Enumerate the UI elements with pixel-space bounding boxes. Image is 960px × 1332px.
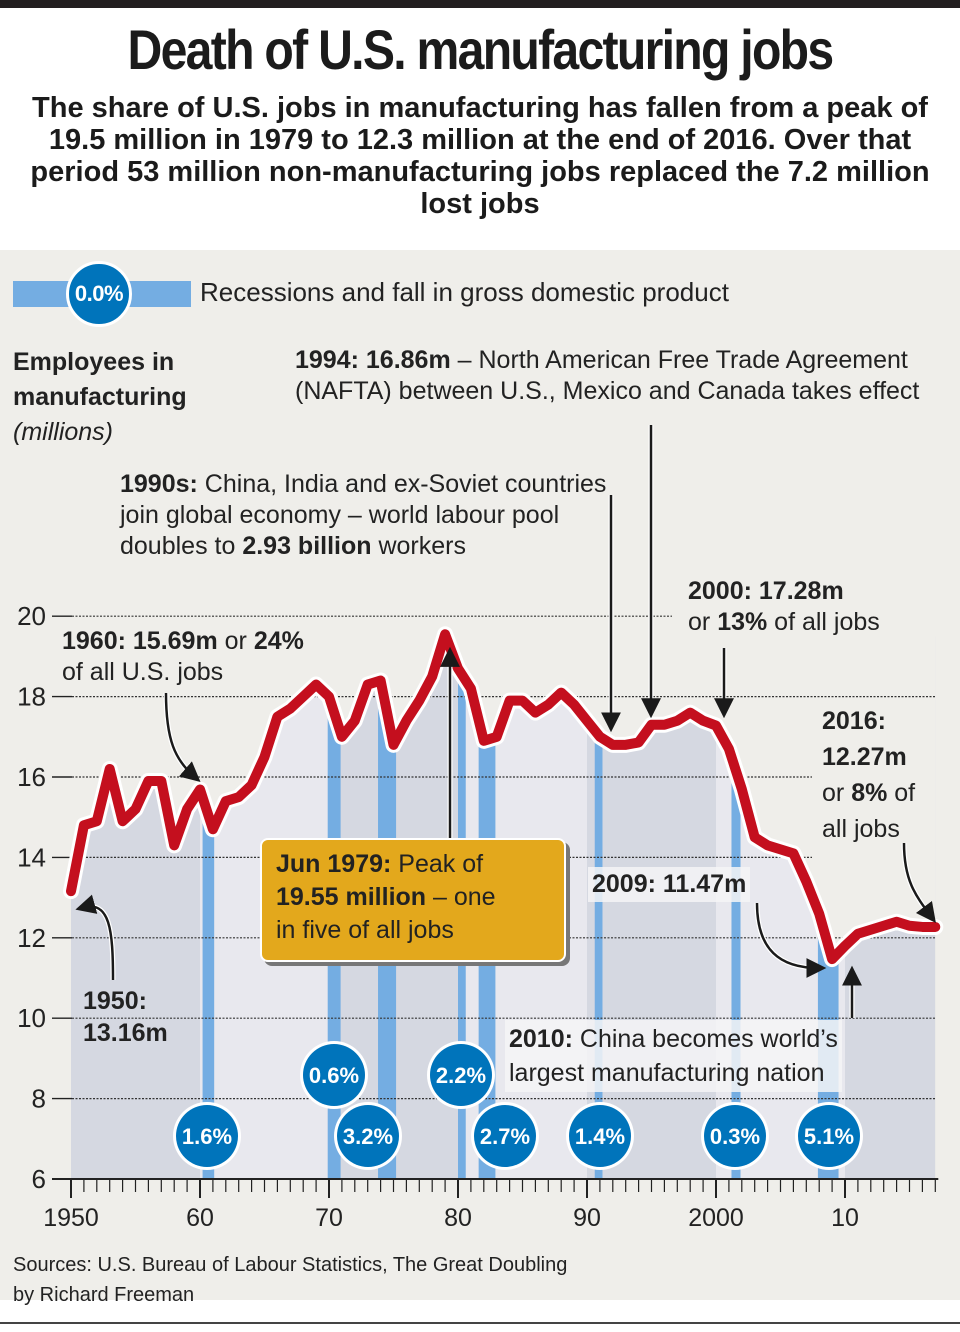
x-tick-label: 10 xyxy=(831,1204,859,1232)
y-tick-label: 8 xyxy=(32,1084,46,1114)
series-line xyxy=(66,629,941,965)
annotation-1950-bold1: 1950: xyxy=(83,987,147,1015)
y-axis-title-line1: Employees in xyxy=(13,348,175,376)
annotation-1990s-bold: 1990s: xyxy=(120,470,198,498)
peak-callout-bold2: 19.55 million xyxy=(276,883,427,911)
arrow-2016 xyxy=(902,842,936,923)
source-line-2: by Richard Freeman xyxy=(13,1284,195,1306)
source-note: Sources: U.S. Bureau of Labour Statistic… xyxy=(13,1250,567,1310)
annotation-2000-or: or xyxy=(688,608,718,636)
annotation-1990s-text2: workers xyxy=(371,532,466,560)
annotation-2016-text2: all jobs xyxy=(822,815,900,843)
x-tick-label: 2000 xyxy=(688,1204,744,1232)
arrow-2009 xyxy=(755,902,827,978)
y-axis-unit: (millions) xyxy=(13,418,113,446)
annotation-2009: 2009: 11.47m xyxy=(588,867,751,902)
y-tick-label: 6 xyxy=(32,1164,46,1194)
y-axis-title: Employees in manufacturing (millions) xyxy=(13,345,187,450)
gdp-badge-label: 0.6% xyxy=(309,1063,359,1088)
peak-callout: Jun 1979: Peak of 19.55 million – one in… xyxy=(260,838,566,962)
left-margin xyxy=(0,606,71,1179)
y-axis-title-line2: manufacturing xyxy=(13,383,187,411)
annotation-1960-bold: 1960: 15.69m xyxy=(62,627,218,655)
gdp-badge xyxy=(176,1105,238,1167)
annotation-1990s-bold2: 2.93 billion xyxy=(242,532,372,560)
gdp-badge-label: 2.7% xyxy=(480,1124,530,1149)
right-margin xyxy=(935,606,960,1179)
annotation-2009-text: 2009: 11.47m xyxy=(592,870,747,898)
annotation-1950-bold2: 13.16m xyxy=(83,1019,168,1047)
gdp-badge-label: 2.2% xyxy=(436,1063,486,1088)
annotation-2016-or: or xyxy=(822,779,852,807)
annotation-2000: 2000: 17.28m or 13% of all jobs xyxy=(688,576,948,638)
source-line-1: Sources: U.S. Bureau of Labour Statistic… xyxy=(13,1254,568,1276)
gdp-badge-label: 3.2% xyxy=(343,1124,393,1149)
annotation-nafta-text: – North American Free Trade Agreement (N… xyxy=(295,346,920,405)
peak-callout-text2: – one xyxy=(426,883,496,911)
subtitle: The share of U.S. jobs in manufacturing … xyxy=(30,92,930,220)
annotation-2000-pct: 13% xyxy=(717,608,768,636)
annotation-1990s: 1990s: China, India and ex-Soviet countr… xyxy=(120,469,620,562)
annotation-2000-text: of all jobs xyxy=(767,608,880,636)
gdp-badge-label: 0.3% xyxy=(710,1124,760,1149)
gdp-badge xyxy=(474,1105,536,1167)
annotation-2016-pct: 8% xyxy=(851,779,888,807)
annotation-1960-text: of all U.S. jobs xyxy=(62,658,224,686)
annotation-2016-bold2: 12.27m xyxy=(822,743,907,771)
annotation-2010-bold: 2010: xyxy=(509,1025,573,1053)
annotation-2010-text2: largest manufacturing nation xyxy=(509,1059,825,1087)
annotation-1990s-text: China, India and ex-Soviet countries joi… xyxy=(120,470,607,560)
x-tick-label: 1950 xyxy=(43,1204,99,1232)
annotation-1960-pct: 24% xyxy=(253,627,304,655)
top-rule xyxy=(0,0,960,8)
y-tick-label: 14 xyxy=(17,842,46,872)
y-tick-label: 12 xyxy=(17,923,46,953)
gdp-badge xyxy=(337,1105,399,1167)
x-tick-label: 80 xyxy=(444,1204,472,1232)
gdp-badge xyxy=(430,1044,492,1106)
recession-bar xyxy=(731,636,741,1179)
arrow-1950 xyxy=(75,894,115,981)
page-title: Death of U.S. manufacturing jobs xyxy=(127,18,835,81)
x-tick-label: 90 xyxy=(573,1204,601,1232)
x-tick-label: 70 xyxy=(315,1204,343,1232)
annotation-nafta: 1994: 16.86m – North American Free Trade… xyxy=(295,345,935,407)
y-tick-label: 18 xyxy=(17,682,46,712)
peak-callout-text3: in five of all jobs xyxy=(276,916,454,944)
gdp-badge xyxy=(569,1105,631,1167)
gdp-badge-label: 1.6% xyxy=(182,1124,232,1149)
peak-callout-bold1: Jun 1979: xyxy=(276,850,392,878)
gdp-badge xyxy=(303,1044,365,1106)
gdp-badge xyxy=(704,1105,766,1167)
annotation-2016-bold1: 2016: xyxy=(822,707,886,735)
legend-gdp-badge: 0.0% xyxy=(66,261,132,327)
arrow-1960 xyxy=(164,692,201,782)
annotation-1960: 1960: 15.69m or 24% of all U.S. jobs xyxy=(62,626,402,688)
y-tick-label: 20 xyxy=(17,601,46,631)
gdp-badge xyxy=(798,1105,860,1167)
annotation-1950: 1950: 13.16m xyxy=(83,985,168,1049)
legend-label: Recessions and fall in gross domestic pr… xyxy=(200,277,729,307)
area-above-line xyxy=(71,606,936,960)
recession-bar xyxy=(202,636,215,1179)
y-tick-label: 16 xyxy=(17,762,46,792)
gdp-badge-label: 5.1% xyxy=(804,1124,854,1149)
annotation-2016: 2016: 12.27m or 8% of all jobs xyxy=(822,703,957,847)
gdp-badge-label: 1.4% xyxy=(575,1124,625,1149)
bottom-rule xyxy=(0,1322,960,1324)
y-tick-label: 10 xyxy=(17,1003,46,1033)
annotation-2010-text1: China becomes world’s xyxy=(572,1025,838,1053)
annotation-2010: 2010: China becomes world’s largest manu… xyxy=(505,1020,842,1092)
annotation-nafta-bold: 1994: 16.86m xyxy=(295,346,451,374)
peak-callout-text1: Peak of xyxy=(391,850,484,878)
x-tick-label: 60 xyxy=(186,1204,214,1232)
annotation-2016-text1: of xyxy=(887,779,916,807)
annotation-1960-or: or xyxy=(217,627,254,655)
recession-bar xyxy=(594,636,603,1179)
annotation-2000-bold: 2000: 17.28m xyxy=(688,577,844,605)
